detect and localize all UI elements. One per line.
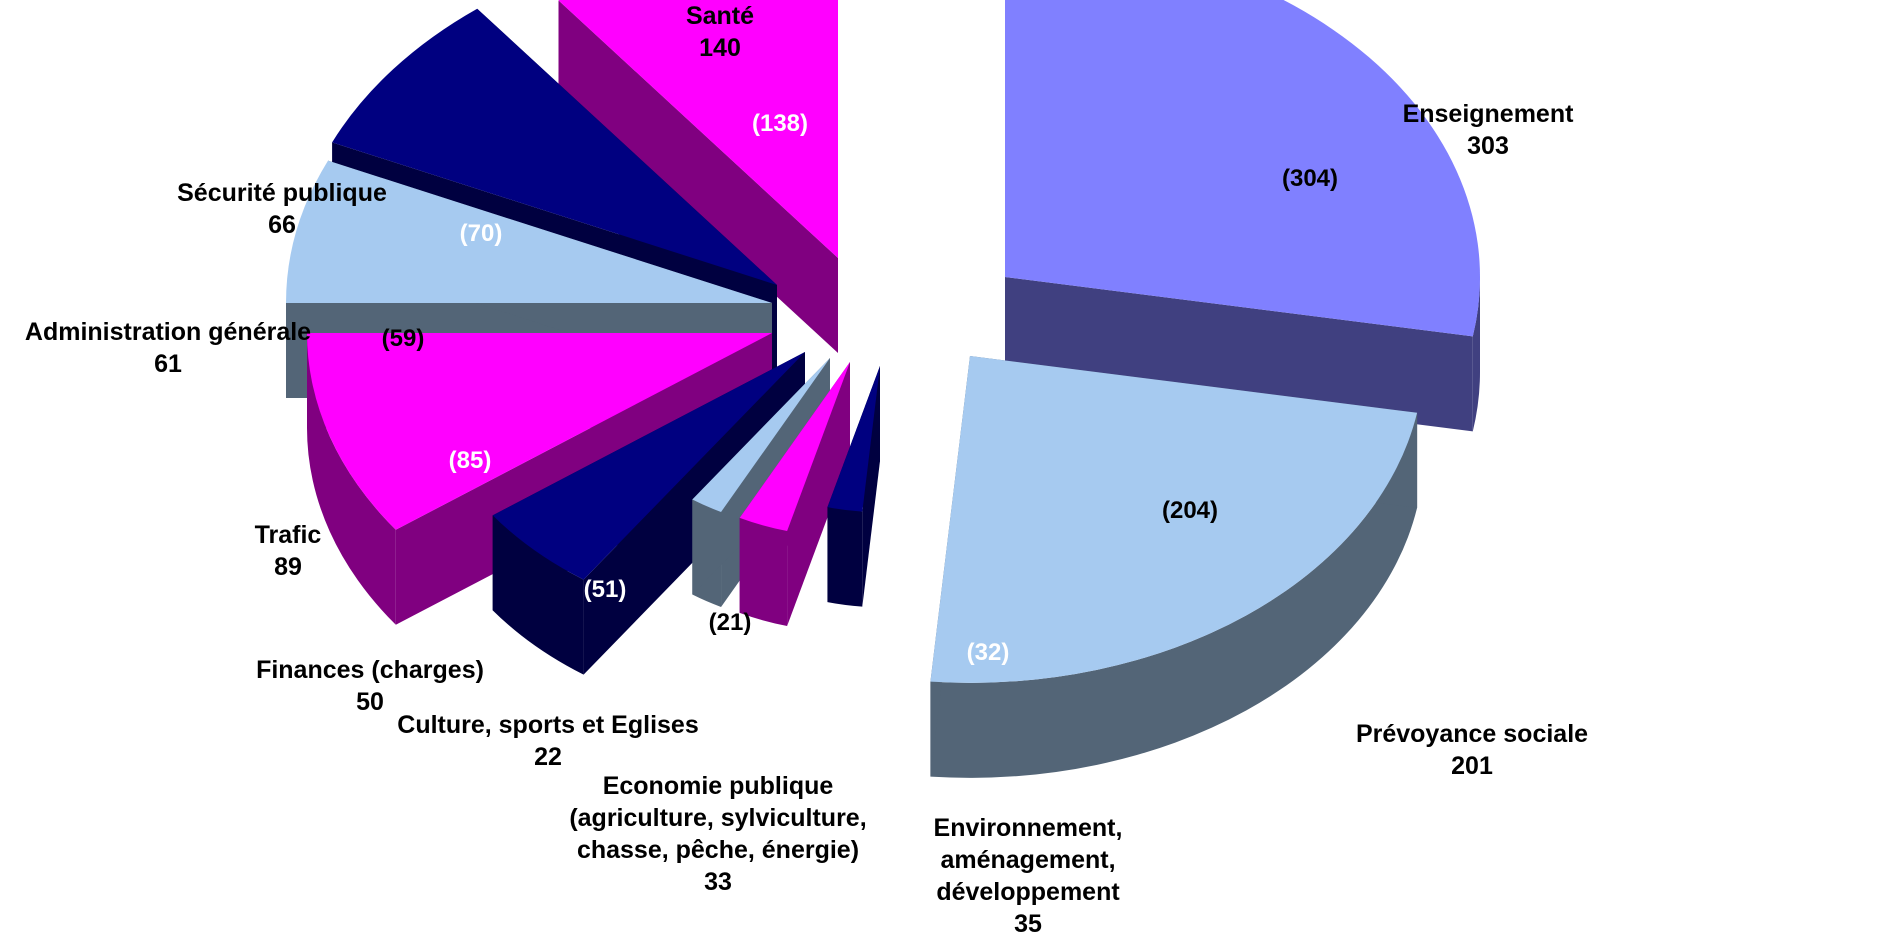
slice-side <box>307 333 396 625</box>
slice-top <box>692 358 830 512</box>
pie-slice <box>558 0 838 354</box>
slice-category-label: Finances (charges) 50 <box>256 656 484 716</box>
slice-prior-value-label: (51) <box>584 576 627 603</box>
slice-prior-value-label: (21) <box>709 609 752 636</box>
pie-slice <box>739 362 850 626</box>
slice-category-label: Culture, sports et Eglises 22 <box>397 711 698 771</box>
slice-top <box>739 362 850 531</box>
slice-top <box>286 160 772 303</box>
pie-slice <box>827 366 880 607</box>
slice-side <box>1472 277 1480 432</box>
slice-top <box>332 8 777 286</box>
slice-category-label: Administration générale 61 <box>25 318 311 378</box>
slice-category-label: Enseignement 303 <box>1403 100 1575 160</box>
slice-category-label: Trafic 89 <box>255 521 322 581</box>
slice-category-label: Environnement, aménagement, développement 3… <box>934 814 1123 938</box>
slice-prior-value-label: (138) <box>752 110 808 137</box>
slice-side <box>930 412 1418 778</box>
slice-prior-value-label: (304) <box>1282 165 1338 192</box>
slice-category-label: Economie publique (agriculture, sylvicult… <box>569 772 866 896</box>
slice-top <box>558 0 838 258</box>
slice-category-label: Sécurité publique 66 <box>177 179 387 239</box>
slice-prior-value-label: (70) <box>460 220 503 247</box>
pie-slice <box>1005 0 1480 432</box>
slice-top <box>307 333 772 530</box>
slice-wall <box>1005 277 1473 432</box>
slice-prior-value-label: (36) <box>803 626 846 653</box>
slice-top <box>827 366 880 512</box>
slice-wall <box>558 0 838 354</box>
slice-top <box>930 356 1418 683</box>
slice-prior-value-label: (59) <box>382 325 425 352</box>
slice-prior-value-label: (32) <box>967 639 1010 666</box>
slice-category-label: Santé 140 <box>686 2 754 62</box>
slice-top <box>492 352 805 580</box>
slice-wall <box>692 358 830 595</box>
pie-slice <box>930 356 1418 778</box>
slice-prior-value-label: (204) <box>1162 497 1218 524</box>
slice-top <box>1005 0 1480 337</box>
slice-prior-value-label: (85) <box>449 447 492 474</box>
slice-category-label: Prévoyance sociale 201 <box>1356 720 1588 780</box>
